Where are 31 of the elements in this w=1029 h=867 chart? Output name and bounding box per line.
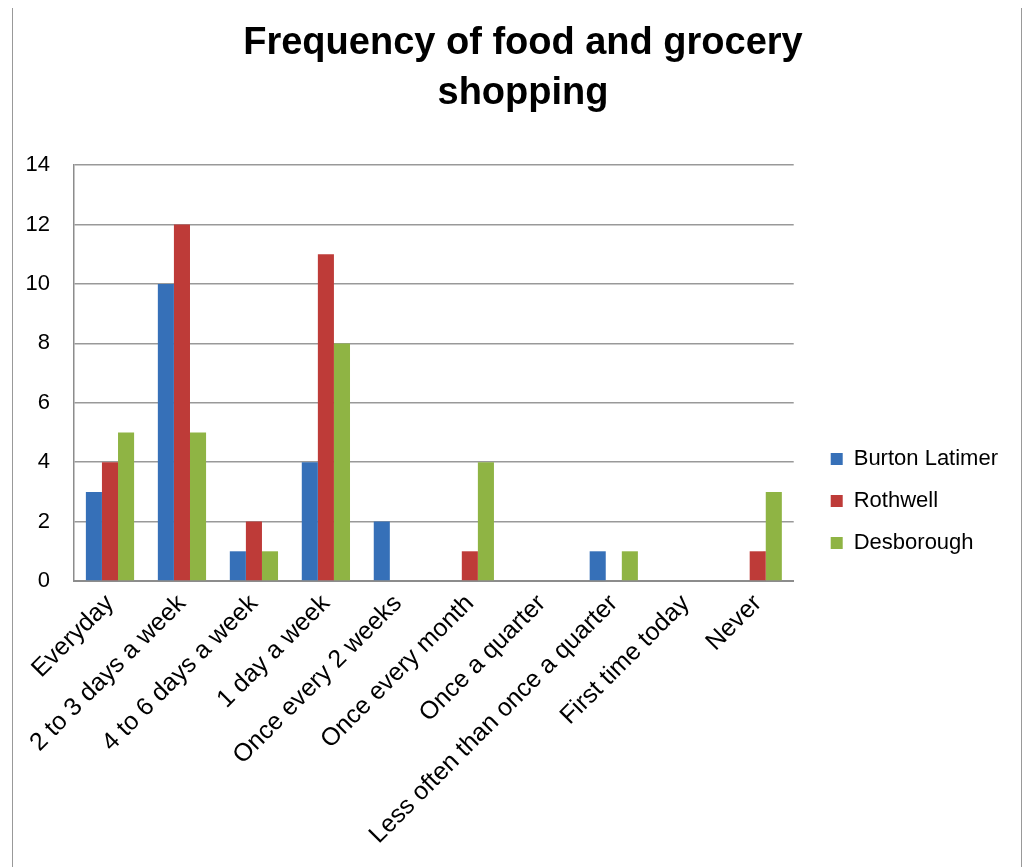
legend-label: Burton Latimer bbox=[853, 445, 999, 471]
chart-title: Frequency of food and grocery shopping bbox=[242, 19, 804, 114]
y-tick-label: 6 bbox=[37, 388, 50, 414]
bar bbox=[621, 551, 638, 581]
bar bbox=[85, 491, 102, 581]
bar bbox=[373, 521, 390, 581]
bar bbox=[477, 462, 494, 581]
y-tick-label: 10 bbox=[25, 270, 50, 296]
bar bbox=[461, 551, 478, 581]
bar bbox=[333, 343, 351, 581]
bar bbox=[261, 551, 279, 581]
bar bbox=[589, 551, 606, 581]
y-tick-label: 4 bbox=[37, 448, 50, 474]
y-tick-label: 12 bbox=[25, 210, 50, 236]
bar bbox=[317, 254, 334, 581]
bar bbox=[749, 551, 766, 581]
y-tick-label: 14 bbox=[25, 151, 50, 177]
bar bbox=[173, 224, 190, 581]
y-tick-label: 2 bbox=[37, 507, 50, 533]
y-tick-label: 0 bbox=[37, 567, 50, 593]
bar bbox=[101, 462, 119, 581]
bar bbox=[157, 284, 174, 581]
bar bbox=[765, 491, 782, 581]
bar bbox=[118, 432, 135, 581]
legend-label: Desborough bbox=[853, 529, 974, 555]
y-tick-label: 8 bbox=[37, 329, 50, 355]
bar bbox=[245, 521, 262, 581]
legend-label: Rothwell bbox=[853, 487, 939, 513]
bar bbox=[301, 462, 318, 581]
bar bbox=[189, 432, 207, 581]
bar bbox=[229, 551, 246, 581]
